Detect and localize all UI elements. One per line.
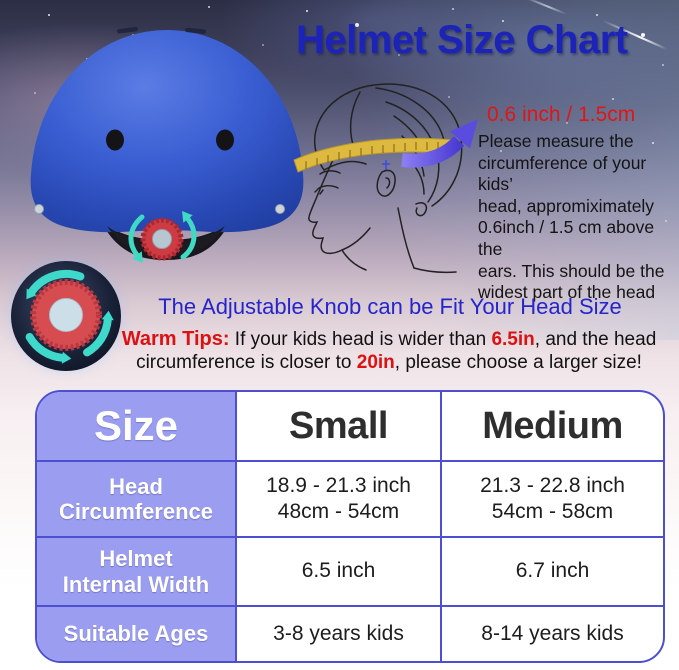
adjust-knob-teeth — [140, 217, 184, 261]
rotate-arrow-icon — [25, 333, 67, 362]
tape-marker — [382, 160, 390, 170]
eyebrow — [319, 170, 341, 175]
helmet-back-illustration — [30, 26, 304, 263]
warm-tips-line-2: circumference is closer to 20in, please … — [100, 352, 678, 375]
cell-suitable-ages-medium: 8-14 years kids — [481, 621, 624, 645]
helmet-vent — [106, 129, 124, 151]
rotate-arrow-icon — [27, 269, 85, 296]
helmet-shell — [30, 30, 304, 233]
cell-internal-width-small: 6.5 inch — [237, 538, 442, 607]
rotate-arrow-icon — [182, 211, 193, 223]
measuring-tape-ticks — [305, 142, 449, 169]
row-label-head-circumference: Head Circumference — [37, 462, 237, 538]
rotate-arrow-icon — [61, 351, 72, 364]
direction-arrow-icon — [401, 136, 465, 168]
table-header-small: Small — [237, 392, 442, 462]
table-header-size: Size — [37, 392, 237, 462]
closed-eye — [314, 185, 339, 195]
warm-tips-emphasis: 20in — [356, 351, 395, 373]
neck-front — [341, 249, 367, 271]
warm-tips-text: , and the head — [534, 329, 657, 350]
direction-arrow-icon — [450, 119, 478, 149]
knob-center — [49, 298, 83, 332]
table-header-medium: Medium — [442, 392, 663, 462]
helmet-rivet — [34, 204, 44, 214]
head-outline — [308, 83, 463, 274]
knob-note: The Adjustable Knob can be Fit Your Head… — [158, 294, 622, 319]
measurement-highlight: 0.6 inch / 1.5cm — [487, 103, 636, 126]
warm-tips: Warm Tips: If your kids head is wider th… — [100, 328, 678, 374]
cell-suitable-ages-small: 3-8 years kids — [237, 607, 442, 661]
helmet-top-slit — [117, 26, 138, 34]
knob-teeth — [30, 279, 102, 351]
rotate-arrow-icon — [83, 315, 112, 357]
adjust-knob-center — [152, 229, 172, 249]
measurement-instructions: Please measure the circumference of your… — [478, 131, 665, 303]
warm-tips-text: circumference is closer to — [136, 351, 357, 373]
row-label-suitable-ages: Suitable Ages — [37, 607, 237, 661]
head-measurement-sketch — [293, 83, 478, 274]
warm-tips-label: Warm Tips: — [121, 328, 230, 350]
helmet-vent — [216, 129, 234, 151]
row-label-internal-width: Helmet Internal Width — [37, 538, 237, 607]
rotate-arrow-icon — [132, 251, 143, 263]
cell-head-circumference-medium: 21.3 - 22.8 inch 54cm - 58cm — [442, 462, 663, 538]
helmet-rivet — [275, 204, 285, 214]
shooting-star-icon — [521, 0, 567, 15]
size-chart-table: Size Small Medium Head Circumference 18.… — [35, 390, 665, 663]
adjustable-knob-icon — [11, 261, 121, 371]
warm-tips-line-1: Warm Tips: If your kids head is wider th… — [100, 328, 678, 352]
neck-back — [397, 207, 415, 269]
star-field — [0, 0, 2, 2]
page-title: Helmet Size Chart — [296, 18, 628, 62]
helmet-liner-front — [107, 226, 225, 256]
rotate-arrow-icon — [128, 214, 145, 258]
hair-curl — [415, 202, 428, 217]
rotate-arrow-icon — [180, 216, 197, 260]
rotate-arrow-icon — [26, 288, 37, 300]
cell-head-circumference-small: 18.9 - 21.3 inch 48cm - 54cm — [237, 462, 442, 538]
warm-tips-text: , please choose a larger size! — [394, 351, 642, 373]
warm-tips-emphasis: 6.5in — [491, 329, 535, 350]
cell-internal-width-medium: 6.7 inch — [442, 538, 663, 607]
face-profile — [308, 157, 371, 255]
helmet-top-slit — [185, 27, 206, 34]
warm-tips-text: If your kids head is wider than — [229, 329, 492, 350]
ear — [376, 169, 396, 197]
rotate-arrow-icon — [101, 310, 114, 321]
